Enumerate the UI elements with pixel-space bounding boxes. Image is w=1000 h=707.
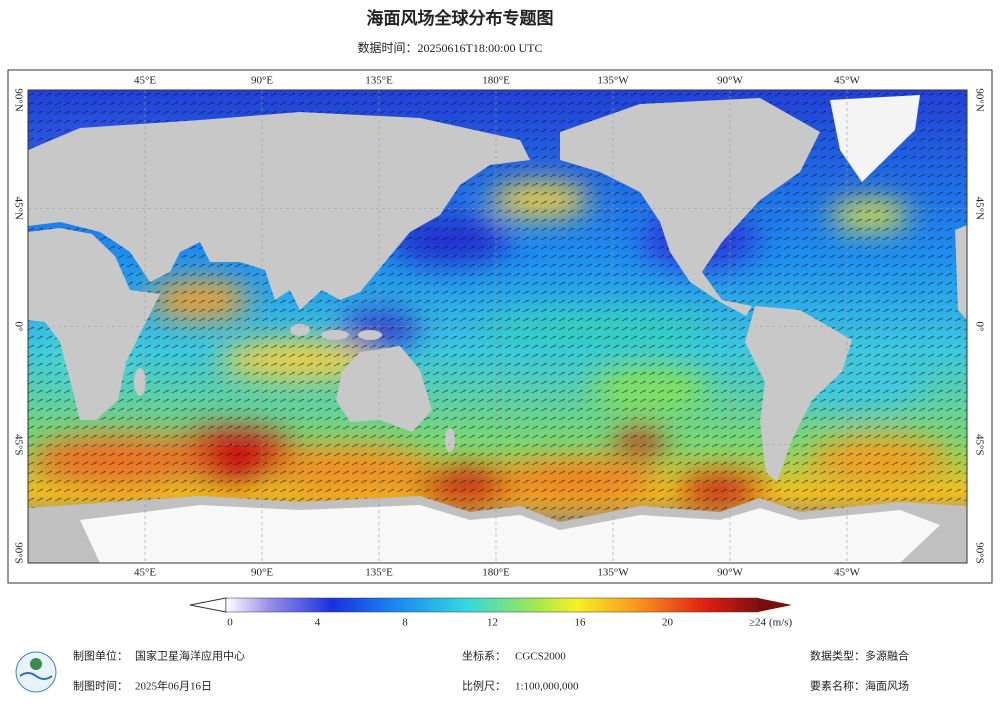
logo bbox=[15, 651, 57, 693]
lon-label-top: 90°E bbox=[251, 75, 273, 87]
lat-label-right: 90°N bbox=[973, 88, 985, 111]
footer-label: 坐标系： bbox=[462, 649, 506, 663]
footer-value: 1:100,000,000 bbox=[515, 681, 579, 693]
map bbox=[28, 90, 967, 563]
colorbar-over-arrow bbox=[758, 598, 792, 612]
lon-label-top: 45°W bbox=[834, 75, 860, 87]
island bbox=[445, 428, 455, 452]
colorbar-tick-label: 20 bbox=[662, 617, 674, 629]
landmass bbox=[336, 346, 432, 432]
island bbox=[134, 368, 146, 396]
logo-globe bbox=[30, 658, 42, 670]
landmass bbox=[745, 306, 852, 482]
island bbox=[358, 330, 382, 340]
greenland bbox=[830, 95, 920, 182]
footer-value: 2025年06月16日 bbox=[135, 679, 212, 693]
landmass bbox=[560, 98, 820, 316]
footer-value: 海面风场 bbox=[865, 679, 909, 693]
landmass bbox=[955, 225, 967, 320]
lat-label-left: 90°S bbox=[12, 542, 24, 564]
footer-label: 制图单位： bbox=[73, 649, 128, 663]
colorbar-tick-label: 16 bbox=[575, 617, 587, 629]
lat-label-left: 90°N bbox=[12, 88, 24, 111]
coordinate-labels: 45°E 45°E 90°E 90°E 135°E 135°E 180°E 180°E 135°… bbox=[12, 75, 985, 579]
footer-value: 多源融合 bbox=[865, 649, 909, 663]
lon-label-bottom: 45°E bbox=[134, 567, 156, 579]
footer-label: 制图时间： bbox=[73, 680, 128, 693]
island bbox=[321, 330, 349, 340]
lon-label-top: 135°E bbox=[365, 75, 393, 87]
land bbox=[28, 95, 967, 563]
colorbar: 0 4 8 12 16 20 ≥24 (m/s) bbox=[189, 597, 793, 629]
logo-ring bbox=[15, 651, 57, 693]
lon-label-bottom: 135°E bbox=[365, 567, 393, 579]
footer-label: 数据类型： bbox=[810, 649, 865, 663]
lon-label-bottom: 180°E bbox=[482, 567, 510, 579]
logo-wave bbox=[19, 672, 53, 680]
footer-value: 国家卫星海洋应用中心 bbox=[135, 649, 245, 663]
lat-label-right: 45°S bbox=[973, 434, 985, 456]
lat-label-right: 0° bbox=[973, 322, 985, 332]
lon-label-bottom: 90°E bbox=[251, 567, 273, 579]
lon-label-top: 135°W bbox=[597, 75, 629, 87]
subtitle: 数据时间：20250616T18:00:00 UTC bbox=[358, 40, 543, 55]
colorbar-ramp bbox=[225, 597, 759, 613]
colorbar-unit: (m/s) bbox=[769, 617, 793, 629]
lat-label-right: 45°N bbox=[973, 197, 985, 220]
footer-label: 比例尺： bbox=[462, 679, 506, 693]
colorbar-tick-label: 12 bbox=[487, 617, 498, 629]
colorbar-tick-label: 0 bbox=[227, 617, 233, 629]
graticule bbox=[28, 90, 967, 563]
colorbar-tick-label: 4 bbox=[315, 617, 321, 629]
lon-label-top: 180°E bbox=[482, 75, 510, 87]
map-frame bbox=[27, 89, 968, 564]
outer-frame bbox=[7, 69, 993, 584]
colorbar-max-label: ≥24 bbox=[749, 617, 767, 629]
lat-label-left: 0° bbox=[12, 322, 24, 332]
landmass bbox=[28, 112, 530, 310]
colorbar-tick-label: 8 bbox=[402, 617, 408, 629]
lat-label-right: 90°S bbox=[973, 542, 985, 564]
landmass bbox=[28, 228, 160, 420]
lon-label-top: 45°E bbox=[134, 75, 156, 87]
island bbox=[290, 324, 310, 336]
lon-label-bottom: 90°W bbox=[717, 567, 743, 579]
footer: 制图单位： 国家卫星海洋应用中心 坐标系： CGCS2000 数据类型： 多源融合制图时间… bbox=[73, 649, 909, 693]
colorbar-under-arrow bbox=[189, 597, 227, 613]
lat-label-left: 45°N bbox=[12, 197, 24, 220]
title: 海面风场全球分布专题图 bbox=[367, 8, 554, 28]
footer-label: 要素名称： bbox=[810, 679, 865, 693]
lon-label-bottom: 135°W bbox=[597, 567, 629, 579]
lon-label-top: 90°W bbox=[717, 75, 743, 87]
lat-label-left: 45°S bbox=[12, 434, 24, 456]
footer-value: CGCS2000 bbox=[515, 651, 566, 663]
antarctica-ice bbox=[80, 505, 940, 563]
lon-label-bottom: 45°W bbox=[834, 567, 860, 579]
